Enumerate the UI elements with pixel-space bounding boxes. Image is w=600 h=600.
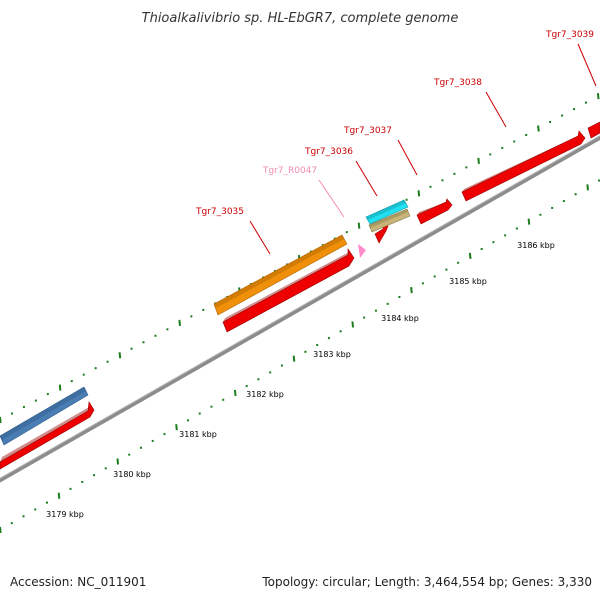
tgr7-3038-feature (461, 130, 586, 202)
cyan-feature-feature (365, 199, 409, 225)
gene-label-tgr7_3035: Tgr7_3035 (195, 207, 244, 217)
outer-major-tick (596, 93, 600, 100)
tick-label: 3184 kbp (381, 314, 419, 323)
cyan-feature-bevel (366, 200, 406, 220)
gene-label-layer: Tgr7_3035 Tgr7_R0047 Tgr7_3036 Tgr7_3037 Tgr… (195, 30, 597, 255)
inner-major-tick (292, 355, 296, 362)
gene-leader-line (249, 220, 271, 255)
outer-major-tick (0, 416, 2, 424)
gene-leader-line (577, 43, 597, 87)
gene-label-tgr7_3036: Tgr7_3036 (304, 147, 353, 157)
genome-backbone (0, 135, 600, 483)
tick-label: 3180 kbp (113, 470, 151, 479)
gene-label-tgr7_3037: Tgr7_3037 (343, 126, 392, 136)
tgr7-3039-feature (587, 121, 600, 139)
tan-feature-feature (368, 208, 411, 233)
outer-major-tick (178, 319, 181, 326)
cds-left-feature (0, 401, 95, 470)
inner-major-tick (175, 424, 178, 431)
gene-leader-line (318, 179, 345, 218)
feature-track (0, 121, 600, 470)
accession-text: Accession: NC_011901 (10, 575, 146, 589)
tgr7-3035-feature (222, 248, 355, 333)
tgr7-3037-feature (416, 198, 453, 225)
tan-feature-bevel (369, 209, 408, 228)
outer-major-tick (537, 125, 540, 132)
gene-label-tgr7_3039: Tgr7_3039 (545, 30, 594, 40)
outer-major-tick (477, 157, 480, 165)
genome-backbone-highlight (0, 135, 600, 479)
inner-major-tick (586, 184, 589, 191)
inner-major-tick (116, 458, 120, 465)
orange-feature-feature (213, 234, 348, 316)
orange-feature-bevel (214, 235, 344, 308)
genome-title: Thioalkalivibrio sp. HL-EbGR7, complete … (142, 11, 459, 26)
tick-label: 3183 kbp (313, 350, 351, 359)
gene-label-tgr7_3038: Tgr7_3038 (433, 78, 482, 88)
outer-major-tick (118, 352, 122, 359)
outer-major-tick (357, 222, 361, 229)
inner-major-tick (233, 389, 237, 397)
gene-leader-line (355, 160, 378, 197)
outer-major-tick (58, 384, 62, 391)
blue-feature-bevel (0, 387, 86, 440)
gene-leader-line (397, 139, 418, 176)
tgr7-3035-bevel (223, 251, 351, 322)
inner-major-tick (527, 218, 531, 225)
tick-label: 3182 kbp (246, 390, 284, 399)
outer-major-tick (417, 190, 421, 197)
inner-major-tick (468, 252, 472, 259)
inner-major-tick (410, 287, 413, 294)
inner-major-tick (57, 492, 61, 499)
blue-feature-feature (0, 386, 89, 446)
tick-label: 3179 kbp (46, 510, 84, 519)
inner-tick-ring (0, 179, 600, 534)
tick-label: 3185 kbp (449, 277, 487, 286)
gene-label-tgr7_r0047: Tgr7_R0047 (262, 166, 317, 176)
inner-major-tick (0, 526, 2, 534)
cds-left-bevel (0, 406, 91, 462)
gene-leader-line (485, 91, 507, 128)
genome-stats-text: Topology: circular; Length: 3,464,554 bp… (261, 575, 592, 589)
tick-label: 3186 kbp (517, 241, 555, 250)
tick-label: 3181 kbp (179, 430, 217, 439)
inner-major-tick (351, 321, 355, 328)
tgr7-r0047-feature (358, 244, 366, 258)
tgr7-3038-bevel (462, 134, 582, 192)
axis-tick-labels: 3179 kbp 3180 kbp 3181 kbp 3182 kbp 3183 kbp… (46, 241, 555, 519)
